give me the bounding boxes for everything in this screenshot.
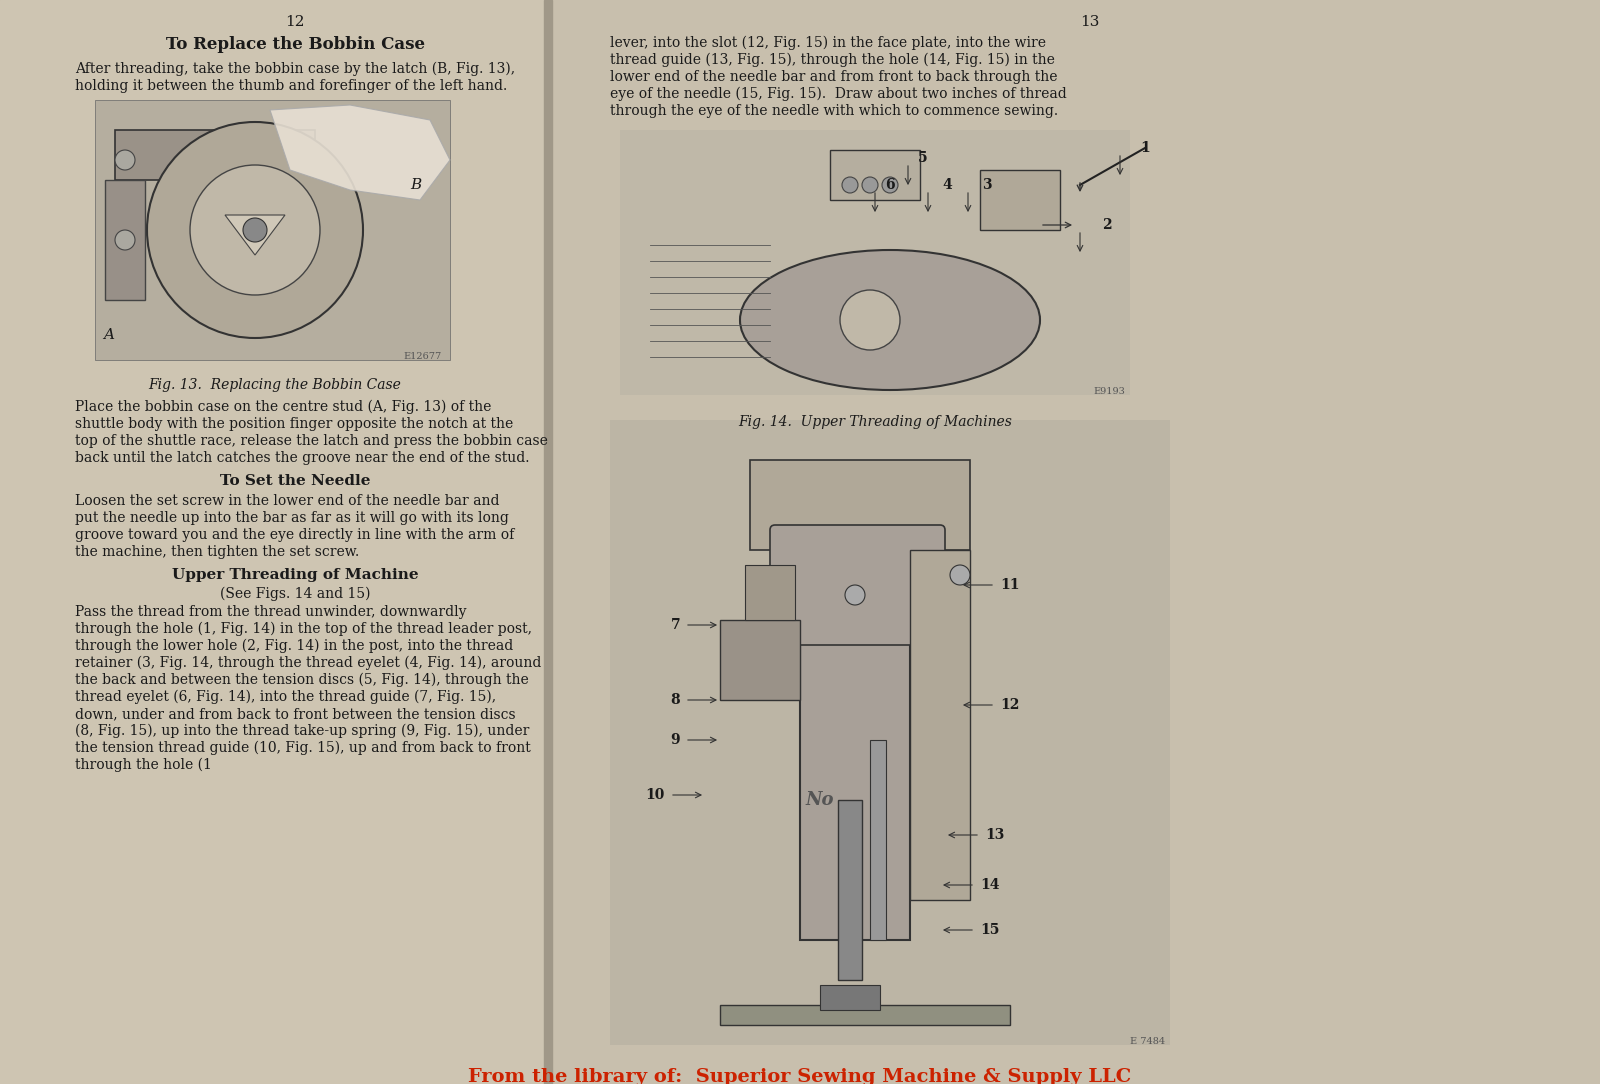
Bar <box>547 0 1600 1084</box>
Circle shape <box>862 177 878 193</box>
Text: lower end of the needle bar and from front to back through the: lower end of the needle bar and from fro… <box>610 70 1058 83</box>
Text: Pass the thread from the thread unwinder, downwardly: Pass the thread from the thread unwinder… <box>75 605 467 619</box>
Polygon shape <box>270 105 450 201</box>
Text: 3: 3 <box>982 178 992 192</box>
Text: 4: 4 <box>942 178 952 192</box>
Bar <box>800 509 910 940</box>
Bar <box>870 740 886 940</box>
Circle shape <box>840 291 899 350</box>
Text: After threading, take the bobbin case by the latch (B, Fig. 13),: After threading, take the bobbin case by… <box>75 62 515 76</box>
Text: put the needle up into the bar as far as it will go with its long: put the needle up into the bar as far as… <box>75 511 509 525</box>
Text: eye of the needle (15, Fig. 15).  Draw about two inches of thread: eye of the needle (15, Fig. 15). Draw ab… <box>610 87 1067 102</box>
Text: E12677: E12677 <box>403 352 442 361</box>
Bar <box>746 565 795 620</box>
Text: 1: 1 <box>1139 141 1150 155</box>
Text: through the eye of the needle with which to commence sewing.: through the eye of the needle with which… <box>610 104 1058 118</box>
Text: 15: 15 <box>979 922 1000 937</box>
Text: 12: 12 <box>285 15 304 29</box>
Text: (See Figs. 14 and 15): (See Figs. 14 and 15) <box>219 588 370 602</box>
Text: From the library of:  Superior Sewing Machine & Supply LLC: From the library of: Superior Sewing Mac… <box>469 1068 1131 1084</box>
Text: the tension thread guide (10, Fig. 15), up and from back to front: the tension thread guide (10, Fig. 15), … <box>75 741 531 756</box>
Text: B: B <box>410 178 421 192</box>
Text: holding it between the thumb and forefinger of the left hand.: holding it between the thumb and forefin… <box>75 79 507 93</box>
Text: 6: 6 <box>885 178 894 192</box>
Text: down, under and from back to front between the tension discs: down, under and from back to front betwe… <box>75 707 515 721</box>
Text: the back and between the tension discs (5, Fig. 14), through the: the back and between the tension discs (… <box>75 673 528 687</box>
Text: 10: 10 <box>646 788 666 802</box>
Text: Upper Threading of Machine: Upper Threading of Machine <box>171 568 418 582</box>
Text: (8, Fig. 15), up into the thread take-up spring (9, Fig. 15), under: (8, Fig. 15), up into the thread take-up… <box>75 724 530 738</box>
Text: through the hole (1: through the hole (1 <box>75 758 211 773</box>
Circle shape <box>147 122 363 338</box>
Bar <box>830 150 920 201</box>
Text: groove toward you and the eye directly in line with the arm of: groove toward you and the eye directly i… <box>75 528 514 542</box>
Text: shuttle body with the position finger opposite the notch at the: shuttle body with the position finger op… <box>75 417 514 431</box>
Circle shape <box>950 565 970 585</box>
Bar <box>750 460 970 550</box>
Text: E 7484: E 7484 <box>1130 1037 1165 1046</box>
Text: 7: 7 <box>670 618 680 632</box>
Bar <box>94 100 450 360</box>
Circle shape <box>845 585 866 605</box>
Text: 5: 5 <box>918 151 928 165</box>
Circle shape <box>882 177 898 193</box>
Bar <box>979 170 1059 230</box>
Text: thread guide (13, Fig. 15), through the hole (14, Fig. 15) in the: thread guide (13, Fig. 15), through the … <box>610 53 1054 67</box>
Bar <box>910 550 970 900</box>
Circle shape <box>243 218 267 242</box>
Text: Fig. 14.  Upper Threading of Machines: Fig. 14. Upper Threading of Machines <box>738 415 1011 429</box>
Ellipse shape <box>739 250 1040 390</box>
Text: top of the shuttle race, release the latch and press the bobbin case: top of the shuttle race, release the lat… <box>75 434 547 448</box>
Bar <box>610 420 1170 1045</box>
Text: 9: 9 <box>670 733 680 747</box>
Bar <box>115 130 315 180</box>
Text: Fig. 13.  Replacing the Bobbin Case: Fig. 13. Replacing the Bobbin Case <box>149 378 402 392</box>
Bar <box>819 985 880 1010</box>
Circle shape <box>115 150 134 170</box>
Text: 13: 13 <box>1080 15 1099 29</box>
Text: through the lower hole (2, Fig. 14) in the post, into the thread: through the lower hole (2, Fig. 14) in t… <box>75 638 514 654</box>
Text: Loosen the set screw in the lower end of the needle bar and: Loosen the set screw in the lower end of… <box>75 494 499 508</box>
Bar <box>621 130 1130 395</box>
Text: lever, into the slot (12, Fig. 15) in the face plate, into the wire: lever, into the slot (12, Fig. 15) in th… <box>610 36 1046 50</box>
Text: the machine, then tighten the set screw.: the machine, then tighten the set screw. <box>75 545 360 559</box>
Bar <box>544 0 552 1084</box>
Text: through the hole (1, Fig. 14) in the top of the thread leader post,: through the hole (1, Fig. 14) in the top… <box>75 622 531 636</box>
Text: To Replace the Bobbin Case: To Replace the Bobbin Case <box>165 36 424 53</box>
Text: No: No <box>806 791 834 809</box>
Circle shape <box>842 177 858 193</box>
Circle shape <box>115 230 134 250</box>
Text: 14: 14 <box>979 878 1000 892</box>
Text: 12: 12 <box>1000 698 1019 712</box>
FancyBboxPatch shape <box>770 525 946 645</box>
Circle shape <box>190 165 320 295</box>
Bar <box>720 620 800 700</box>
Text: 8: 8 <box>670 693 680 707</box>
Polygon shape <box>226 215 285 255</box>
Text: thread eyelet (6, Fig. 14), into the thread guide (7, Fig. 15),: thread eyelet (6, Fig. 14), into the thr… <box>75 691 496 705</box>
Text: retainer (3, Fig. 14, through the thread eyelet (4, Fig. 14), around: retainer (3, Fig. 14, through the thread… <box>75 656 541 670</box>
Text: 13: 13 <box>986 828 1005 842</box>
Text: 11: 11 <box>1000 578 1019 592</box>
Bar <box>0 0 547 1084</box>
Text: E9193: E9193 <box>1093 387 1125 396</box>
Text: Place the bobbin case on the centre stud (A, Fig. 13) of the: Place the bobbin case on the centre stud… <box>75 400 491 414</box>
Text: A: A <box>102 328 114 341</box>
Text: 2: 2 <box>1102 218 1112 232</box>
Bar <box>106 180 146 300</box>
Bar <box>720 1005 1010 1025</box>
Text: To Set the Needle: To Set the Needle <box>219 474 370 488</box>
Text: back until the latch catches the groove near the end of the stud.: back until the latch catches the groove … <box>75 451 530 465</box>
Bar <box>838 800 862 980</box>
